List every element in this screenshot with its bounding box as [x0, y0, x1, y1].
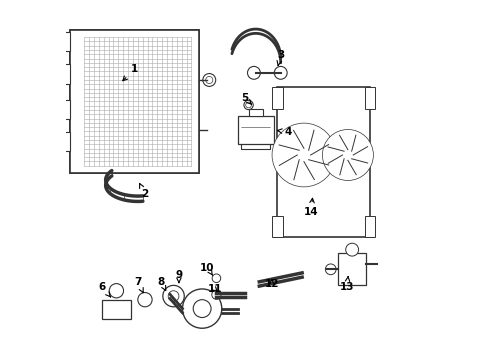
Text: 10: 10 — [200, 262, 215, 275]
Text: 1: 1 — [123, 64, 138, 81]
Bar — [70, 30, 198, 173]
Circle shape — [343, 150, 353, 160]
Bar — [365, 87, 375, 109]
Circle shape — [335, 141, 361, 168]
Circle shape — [322, 130, 373, 180]
Text: 14: 14 — [304, 198, 318, 217]
Bar — [61, 100, 70, 119]
Text: 9: 9 — [175, 270, 182, 283]
Text: 3: 3 — [277, 50, 284, 66]
Bar — [61, 132, 70, 152]
Text: 13: 13 — [340, 276, 354, 292]
Text: 8: 8 — [157, 277, 166, 291]
Circle shape — [247, 66, 260, 79]
Bar — [272, 87, 283, 109]
Circle shape — [109, 284, 123, 298]
Circle shape — [168, 291, 179, 301]
Circle shape — [287, 138, 320, 172]
Circle shape — [138, 293, 152, 307]
Circle shape — [163, 285, 184, 307]
Circle shape — [346, 243, 359, 256]
Circle shape — [245, 102, 251, 108]
Circle shape — [273, 125, 334, 185]
Bar — [338, 253, 367, 285]
Bar — [365, 216, 375, 237]
Text: 4: 4 — [277, 127, 292, 137]
Circle shape — [244, 100, 253, 110]
Text: 5: 5 — [242, 93, 251, 104]
Bar — [102, 300, 131, 319]
Text: 7: 7 — [134, 277, 143, 293]
Circle shape — [182, 289, 222, 328]
Bar — [277, 87, 370, 237]
Circle shape — [272, 123, 336, 187]
Circle shape — [274, 66, 287, 79]
Bar — [238, 116, 273, 144]
Bar — [61, 64, 70, 84]
Circle shape — [193, 300, 211, 318]
Circle shape — [212, 274, 220, 283]
Circle shape — [212, 290, 221, 299]
Circle shape — [325, 264, 336, 275]
Bar — [70, 30, 198, 173]
Bar — [61, 32, 70, 51]
Bar — [248, 109, 263, 116]
Circle shape — [323, 131, 372, 179]
Circle shape — [298, 149, 310, 161]
Text: 2: 2 — [140, 184, 148, 199]
Text: 12: 12 — [265, 279, 279, 289]
Text: 11: 11 — [207, 284, 222, 294]
Bar — [272, 216, 283, 237]
Text: 6: 6 — [98, 282, 110, 297]
Circle shape — [206, 76, 213, 84]
Circle shape — [203, 73, 216, 86]
